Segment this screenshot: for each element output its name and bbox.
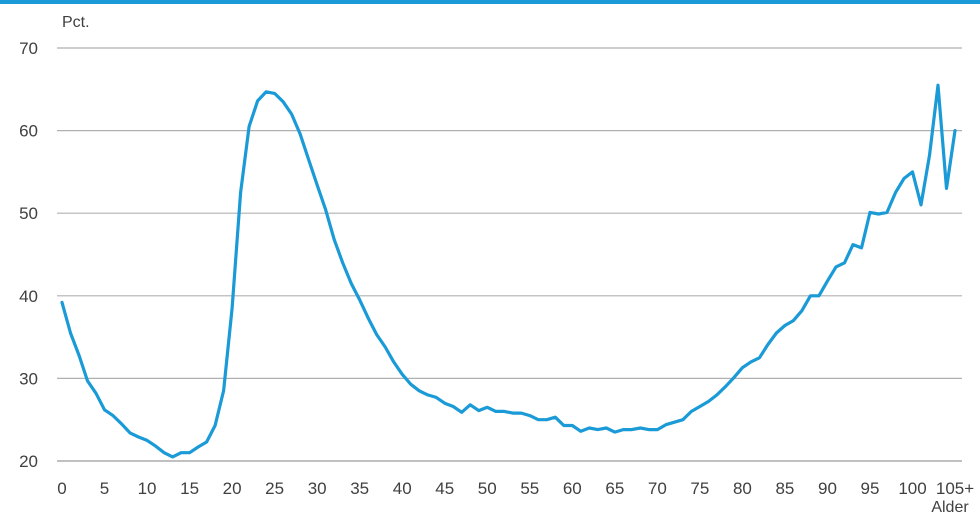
x-tick-label: 40 bbox=[393, 479, 412, 498]
y-axis-title: Pct. bbox=[62, 14, 90, 31]
x-tick-label: 10 bbox=[138, 479, 157, 498]
y-tick-label: 60 bbox=[19, 122, 38, 141]
y-tick-label: 70 bbox=[19, 39, 38, 58]
gridlines bbox=[57, 47, 962, 462]
x-tick-label: 100 bbox=[898, 479, 926, 498]
x-tick-label: 70 bbox=[648, 479, 667, 498]
x-tick-label: 105+ bbox=[936, 479, 974, 498]
series-line bbox=[60, 83, 957, 459]
x-tick-label: 60 bbox=[563, 479, 582, 498]
x-tick-label: 35 bbox=[350, 479, 369, 498]
x-tick-label: 30 bbox=[308, 479, 327, 498]
series-group bbox=[60, 83, 957, 459]
x-tick-label: 75 bbox=[690, 479, 709, 498]
x-tick-label: 80 bbox=[733, 479, 752, 498]
x-tick-label: 25 bbox=[265, 479, 284, 498]
x-tick-label: 5 bbox=[100, 479, 109, 498]
y-tick-label: 40 bbox=[19, 287, 38, 306]
y-tick-label: 20 bbox=[19, 452, 38, 471]
y-tick-label: 30 bbox=[19, 369, 38, 388]
y-tick-label: 50 bbox=[19, 204, 38, 223]
x-tick-label: 90 bbox=[818, 479, 837, 498]
x-tick-label: 0 bbox=[57, 479, 66, 498]
x-tick-label: 85 bbox=[775, 479, 794, 498]
x-axis-title: Alder bbox=[931, 499, 969, 516]
x-tick-label: 50 bbox=[478, 479, 497, 498]
x-tick-label: 95 bbox=[861, 479, 880, 498]
top-accent-bar bbox=[0, 0, 980, 4]
x-tick-label: 45 bbox=[435, 479, 454, 498]
y-axis-ticks: 20 30 40 50 60 70 bbox=[19, 39, 38, 471]
x-axis-ticks: 0 5 10 15 20 25 30 35 40 45 50 55 60 65 70 75 80 85 90 95 10… bbox=[57, 479, 974, 498]
x-tick-label: 65 bbox=[605, 479, 624, 498]
x-tick-label: 20 bbox=[223, 479, 242, 498]
x-tick-label: 15 bbox=[180, 479, 199, 498]
x-tick-label: 55 bbox=[520, 479, 539, 498]
